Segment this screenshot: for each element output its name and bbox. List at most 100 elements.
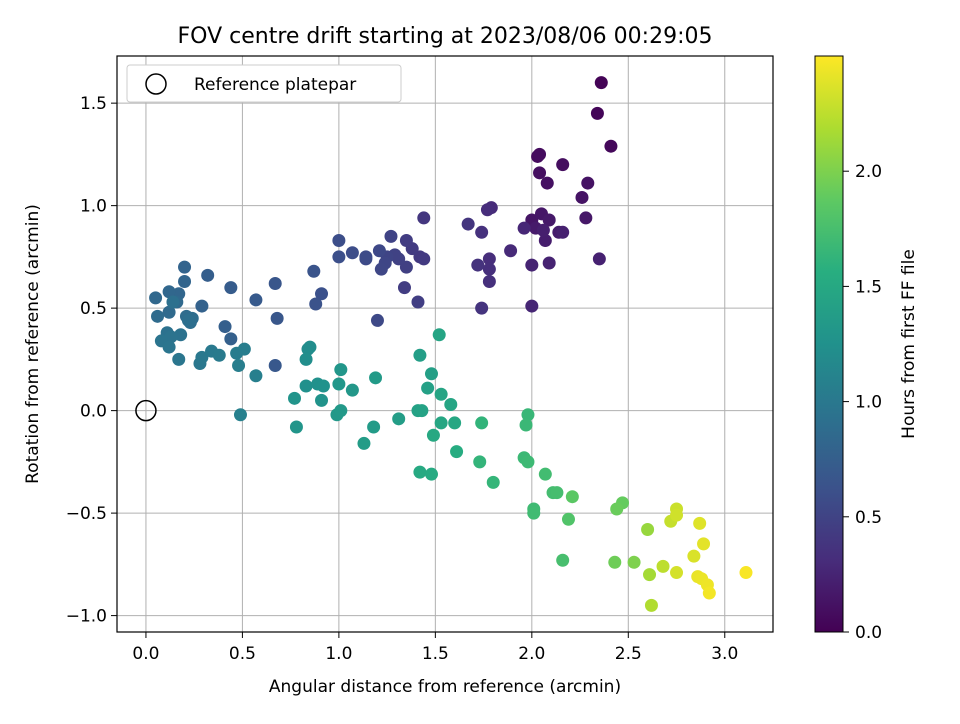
data-point xyxy=(504,244,518,258)
data-point xyxy=(461,217,475,231)
data-point xyxy=(486,475,500,489)
data-point xyxy=(237,342,251,356)
data-point xyxy=(556,225,570,239)
data-point xyxy=(309,297,323,311)
data-point xyxy=(533,147,547,161)
legend-box xyxy=(126,64,402,103)
data-point xyxy=(702,586,716,600)
data-point xyxy=(162,285,176,299)
legend: Reference platepar xyxy=(126,64,402,103)
colorbar-tick-label: 1.0 xyxy=(855,393,882,413)
data-point xyxy=(270,311,284,325)
data-point xyxy=(162,305,176,319)
y-tick-label: 1.5 xyxy=(80,94,107,114)
data-point xyxy=(332,377,346,391)
data-point xyxy=(268,359,282,373)
data-point xyxy=(527,506,541,520)
data-point xyxy=(471,258,485,272)
data-point xyxy=(525,258,539,272)
colorbar-tick-label: 2.0 xyxy=(855,162,882,182)
data-point xyxy=(413,465,427,479)
data-point xyxy=(332,233,346,247)
data-point xyxy=(525,299,539,313)
data-point xyxy=(540,176,554,190)
data-point xyxy=(399,233,413,247)
data-point xyxy=(299,352,313,366)
data-point xyxy=(643,568,657,582)
data-point xyxy=(590,106,604,120)
data-point xyxy=(579,211,593,225)
data-point xyxy=(475,416,489,430)
data-point xyxy=(426,428,440,442)
data-point xyxy=(151,309,165,323)
data-point xyxy=(162,340,176,354)
data-point xyxy=(473,455,487,469)
y-tick-label: −1.0 xyxy=(66,607,107,627)
data-point xyxy=(417,211,431,225)
data-point xyxy=(172,352,186,366)
data-point xyxy=(345,383,359,397)
data-point xyxy=(608,555,622,569)
data-point xyxy=(448,416,462,430)
data-point xyxy=(218,320,232,334)
y-tick-label: −0.5 xyxy=(66,504,107,524)
data-point xyxy=(575,190,589,204)
y-tick-label: 0.0 xyxy=(80,402,107,422)
data-point xyxy=(417,252,431,266)
data-point xyxy=(610,502,624,516)
data-point xyxy=(174,328,188,342)
data-point xyxy=(592,252,606,266)
data-point xyxy=(556,553,570,567)
x-tick-label: 3.0 xyxy=(711,644,738,664)
y-axis-label: Rotation from reference (arcmin) xyxy=(23,204,43,484)
data-point xyxy=(212,348,226,362)
data-point xyxy=(334,363,348,377)
data-point xyxy=(359,250,373,264)
data-point xyxy=(687,549,701,563)
data-point xyxy=(739,566,753,580)
data-point xyxy=(166,295,180,309)
colorbar-label: Hours from first FF file xyxy=(899,249,919,439)
data-point xyxy=(421,381,435,395)
data-point xyxy=(519,418,533,432)
data-point xyxy=(369,371,383,385)
x-tick-label: 2.0 xyxy=(518,644,545,664)
data-point xyxy=(399,260,413,274)
y-tick-label: 1.0 xyxy=(80,197,107,217)
data-point xyxy=(424,367,438,381)
legend-entry: Reference platepar xyxy=(194,75,356,95)
data-point xyxy=(374,262,388,276)
data-point xyxy=(424,467,438,481)
data-point xyxy=(434,416,448,430)
colorbar-tick-label: 1.5 xyxy=(855,277,882,297)
x-tick-label: 1.5 xyxy=(422,644,449,664)
grid xyxy=(117,56,773,632)
data-point xyxy=(372,244,386,258)
data-point xyxy=(332,250,346,264)
colorbar-gradient xyxy=(815,56,843,632)
data-point xyxy=(367,420,381,434)
data-point xyxy=(482,262,496,276)
data-point xyxy=(641,523,655,537)
data-point xyxy=(594,76,608,90)
data-point xyxy=(480,203,494,217)
data-point xyxy=(411,295,425,309)
data-point xyxy=(316,379,330,393)
colorbar-tick-label: 0.0 xyxy=(855,623,882,643)
data-point xyxy=(345,246,359,260)
data-point xyxy=(533,166,547,180)
data-point xyxy=(415,404,429,418)
data-point xyxy=(397,281,411,295)
data-point xyxy=(538,467,552,481)
data-point xyxy=(482,274,496,288)
data-point xyxy=(561,512,575,526)
colorbar-ticks: 0.0 0.5 1.0 1.5 2.0 xyxy=(843,162,882,643)
data-point xyxy=(670,508,684,522)
data-point xyxy=(538,233,552,247)
data-point xyxy=(536,223,550,237)
data-point xyxy=(303,340,317,354)
data-point xyxy=(656,559,670,573)
data-point xyxy=(604,139,618,153)
